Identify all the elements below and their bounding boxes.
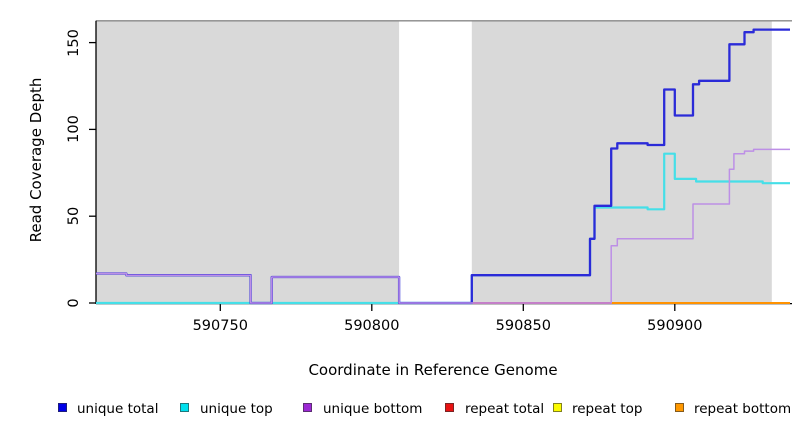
- legend-label: unique total: [77, 401, 159, 417]
- legend-swatch-icon: [303, 403, 312, 412]
- legend-swatch-icon: [180, 403, 189, 412]
- x-tick-label: 590750: [192, 318, 248, 334]
- shaded-region: [96, 21, 400, 303]
- x-tick-label: 590850: [495, 318, 551, 334]
- legend-label: unique top: [200, 401, 273, 417]
- legend-label: repeat bottom: [694, 401, 792, 417]
- x-tick-label: 590800: [344, 318, 400, 334]
- x-axis-title: Coordinate in Reference Genome: [308, 361, 558, 379]
- legend-label: repeat total: [465, 401, 545, 417]
- legend-label: unique bottom: [323, 401, 423, 417]
- legend-swatch-icon: [58, 403, 67, 412]
- legend-label: repeat top: [572, 401, 643, 417]
- legend-swatch-icon: [445, 403, 454, 412]
- shaded-region: [471, 21, 772, 303]
- series-unique-bottom: [96, 148, 790, 304]
- legend-swatch-icon: [675, 403, 684, 412]
- x-tick-label: 590900: [647, 318, 703, 334]
- legend-swatch-icon: [553, 403, 562, 412]
